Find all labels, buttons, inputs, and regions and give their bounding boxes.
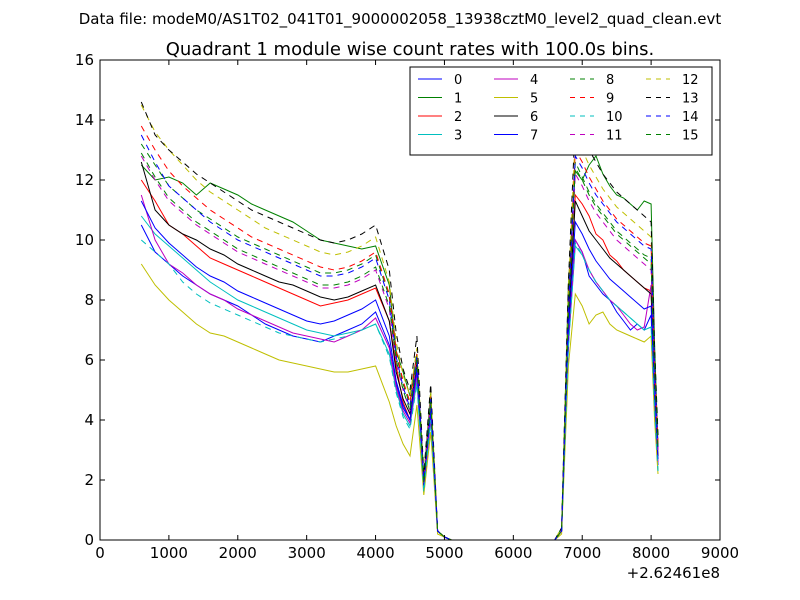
x-tick-label-4: 4000 — [356, 544, 394, 562]
legend-label-6: 6 — [530, 110, 538, 125]
y-tick-label-1: 2 — [84, 471, 94, 489]
x-tick-label-6: 6000 — [494, 544, 532, 562]
legend-label-11: 11 — [606, 129, 623, 144]
legend-label-5: 5 — [530, 92, 538, 107]
legend-label-2: 2 — [454, 110, 462, 125]
x-tick-label-8: 8000 — [632, 544, 670, 562]
x-tick-label-7: 7000 — [563, 544, 601, 562]
legend-label-14: 14 — [682, 110, 699, 125]
y-tick-label-4: 8 — [84, 291, 94, 309]
x-tick-label-2: 2000 — [219, 544, 257, 562]
axis-ticks: 0 1000 2000 3000 4000 5000 6000 7000 8000 9000 0 2 4… — [75, 51, 739, 562]
series-line-11 — [140, 155, 659, 540]
legend-label-9: 9 — [606, 92, 614, 107]
legend-label-1: 1 — [454, 92, 462, 107]
chart-title: Quadrant 1 module wise count rates with … — [166, 39, 655, 60]
plot-series — [140, 101, 659, 540]
legend-label-13: 13 — [682, 92, 699, 107]
y-tick-label-5: 10 — [75, 231, 94, 249]
series-line-13 — [140, 101, 659, 540]
x-tick-label-3: 3000 — [288, 544, 326, 562]
series-line-5 — [140, 263, 659, 540]
legend-label-4: 4 — [530, 73, 538, 88]
legend-label-8: 8 — [606, 73, 614, 88]
y-tick-label-8: 16 — [75, 51, 94, 69]
x-tick-label-9: 9000 — [701, 544, 739, 562]
legend-label-3: 3 — [454, 129, 462, 144]
y-tick-label-0: 0 — [84, 531, 94, 549]
series-line-14 — [140, 134, 659, 540]
legend-label-10: 10 — [606, 110, 623, 125]
x-offset-label: +2.62461e8 — [627, 564, 720, 582]
series-line-10 — [140, 239, 659, 540]
x-tick-label-5: 5000 — [425, 544, 463, 562]
legend-label-15: 15 — [682, 129, 699, 144]
x-tick-label-0: 0 — [95, 544, 105, 562]
series-line-15 — [140, 152, 659, 540]
legend-label-0: 0 — [454, 73, 462, 88]
figure-suptitle: Data file: modeM0/AS1T02_041T01_90000020… — [79, 10, 722, 29]
x-tick-label-1: 1000 — [150, 544, 188, 562]
legend-label-12: 12 — [682, 73, 699, 88]
legend-label-7: 7 — [530, 129, 538, 144]
y-tick-label-6: 12 — [75, 171, 94, 189]
legend-box — [409, 66, 713, 156]
y-tick-label-3: 6 — [84, 351, 94, 369]
y-tick-label-7: 14 — [75, 111, 94, 129]
y-tick-label-2: 4 — [84, 411, 94, 429]
